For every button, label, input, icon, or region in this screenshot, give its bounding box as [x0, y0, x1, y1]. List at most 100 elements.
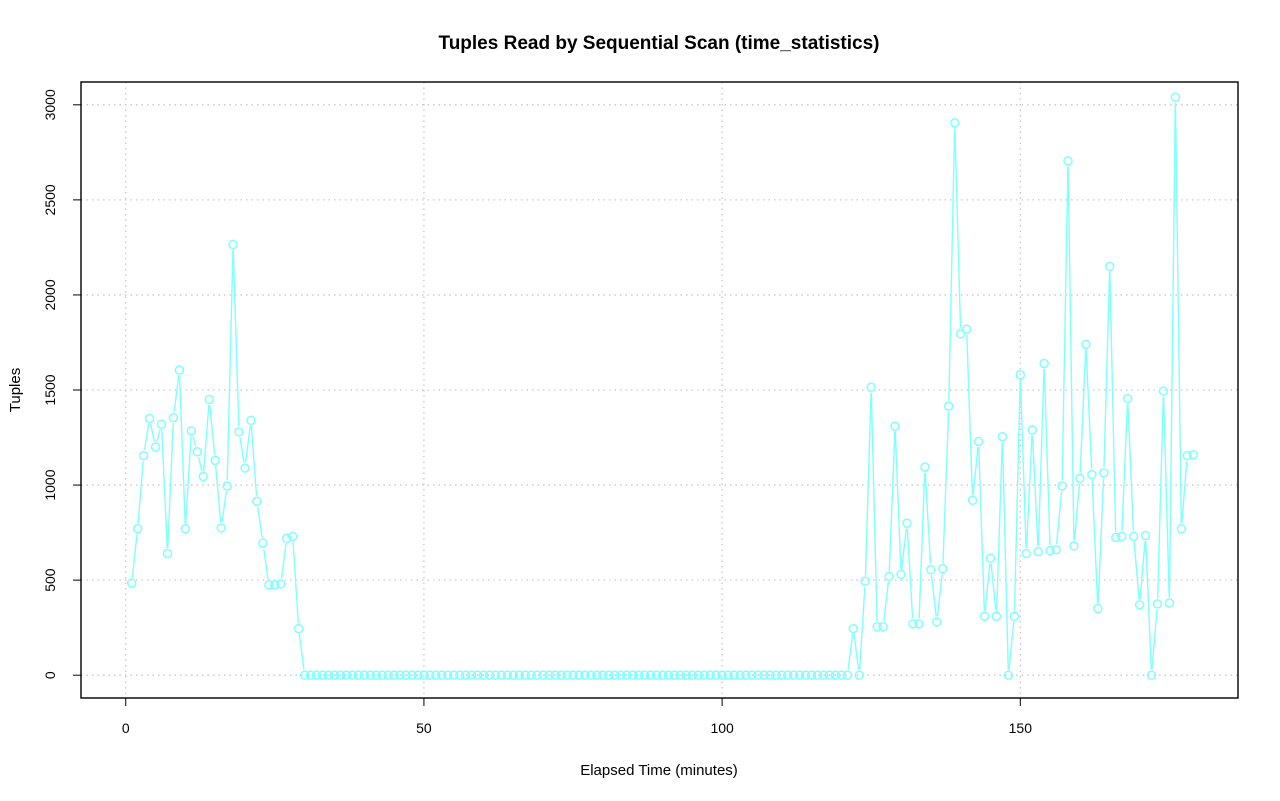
data-point: [1063, 156, 1073, 166]
y-tick-label: 0: [42, 671, 58, 679]
data-point: [359, 670, 370, 680]
data-point: [174, 365, 185, 375]
data-point: [753, 670, 763, 680]
data-point: [782, 670, 793, 680]
series-line-segment: [1145, 541, 1152, 670]
data-point: [824, 670, 835, 680]
data-point: [186, 426, 197, 436]
y-tick-label: 500: [42, 568, 58, 592]
data-point: [222, 481, 232, 491]
series-line-segment: [1181, 461, 1188, 524]
x-tick-label: 150: [1009, 720, 1033, 736]
data-point: [830, 670, 841, 680]
data-point: [425, 670, 435, 680]
data-point: [759, 670, 769, 680]
data-point: [991, 611, 1002, 621]
x-axis: 0 50 100 150: [122, 698, 1032, 736]
data-point: [448, 670, 459, 680]
data-point: [723, 670, 733, 680]
data-point: [1075, 473, 1085, 484]
data-point: [633, 670, 644, 680]
data-point: [443, 670, 453, 680]
series-line-segment: [262, 548, 269, 580]
series-line-segment: [906, 528, 914, 619]
data-point: [747, 670, 757, 680]
data-point: [836, 670, 847, 680]
data-point: [729, 670, 739, 680]
data-point: [293, 623, 304, 634]
data-point: [299, 670, 310, 680]
data-point: [639, 670, 650, 680]
y-tick-label: 2500: [42, 184, 58, 215]
data-point: [598, 670, 608, 680]
series-line-segment: [990, 563, 997, 611]
data-point: [592, 670, 602, 680]
data-point: [657, 670, 668, 680]
series-line-segment: [1139, 540, 1146, 600]
y-axis: 0 500 1000 1500 2000 2500 3000: [42, 89, 81, 679]
data-point: [466, 670, 477, 680]
data-point: [198, 471, 209, 482]
series-line-segment: [167, 423, 174, 548]
data-point: [216, 523, 226, 533]
data-point: [389, 670, 399, 680]
data-point: [162, 548, 173, 559]
data-point: [872, 621, 882, 632]
series-line-segment: [1168, 102, 1177, 598]
data-point: [586, 670, 596, 680]
data-point: [794, 670, 805, 680]
data-point: [854, 670, 865, 680]
data-point: [1134, 600, 1145, 610]
data-point: [478, 670, 489, 680]
series-line-segment: [150, 423, 156, 442]
y-axis-label: Tuples: [7, 368, 24, 412]
series-line-segment: [1151, 609, 1158, 670]
y-tick-label: 1000: [42, 469, 58, 500]
data-point: [985, 553, 996, 564]
data-point: [997, 431, 1008, 442]
data-point: [520, 670, 531, 680]
series-line-segment: [239, 437, 245, 463]
data-point: [1051, 544, 1061, 555]
series-line-segment: [870, 392, 878, 622]
data-point: [502, 670, 513, 680]
data-point: [788, 670, 799, 680]
series-line-segment: [1043, 368, 1051, 546]
series-line-segment: [1109, 272, 1117, 532]
data-point: [329, 670, 340, 680]
data-point: [437, 670, 447, 680]
data-point: [675, 670, 686, 680]
data-point: [276, 579, 286, 589]
data-point: [252, 496, 262, 506]
data-point: [234, 427, 244, 437]
data-point: [812, 670, 823, 680]
data-point: [401, 670, 411, 680]
data-point: [264, 580, 274, 590]
data-point: [842, 670, 853, 680]
data-point: [484, 670, 495, 680]
data-point: [347, 670, 358, 680]
series-line-segment: [894, 431, 902, 569]
data-point: [580, 670, 590, 680]
data-point: [246, 415, 256, 426]
series-line-segment: [918, 472, 926, 619]
data-point: [717, 670, 727, 680]
data-point: [544, 670, 554, 680]
data-point: [1176, 524, 1187, 534]
series-line-segment: [995, 442, 1003, 611]
series-line-segment: [298, 634, 305, 670]
data-point: [532, 670, 542, 680]
data-point: [699, 670, 709, 680]
data-point: [878, 621, 888, 632]
data-point: [132, 524, 143, 534]
series-line-segment: [942, 411, 950, 564]
series-line-segment: [847, 634, 854, 670]
data-point: [1116, 531, 1127, 542]
data-point: [204, 394, 214, 405]
series-line-segment: [1001, 442, 1009, 670]
data-point: [460, 670, 471, 680]
data-point: [687, 670, 698, 680]
data-point: [693, 670, 704, 680]
data-point: [741, 670, 751, 680]
series-line-segment: [1073, 483, 1081, 541]
